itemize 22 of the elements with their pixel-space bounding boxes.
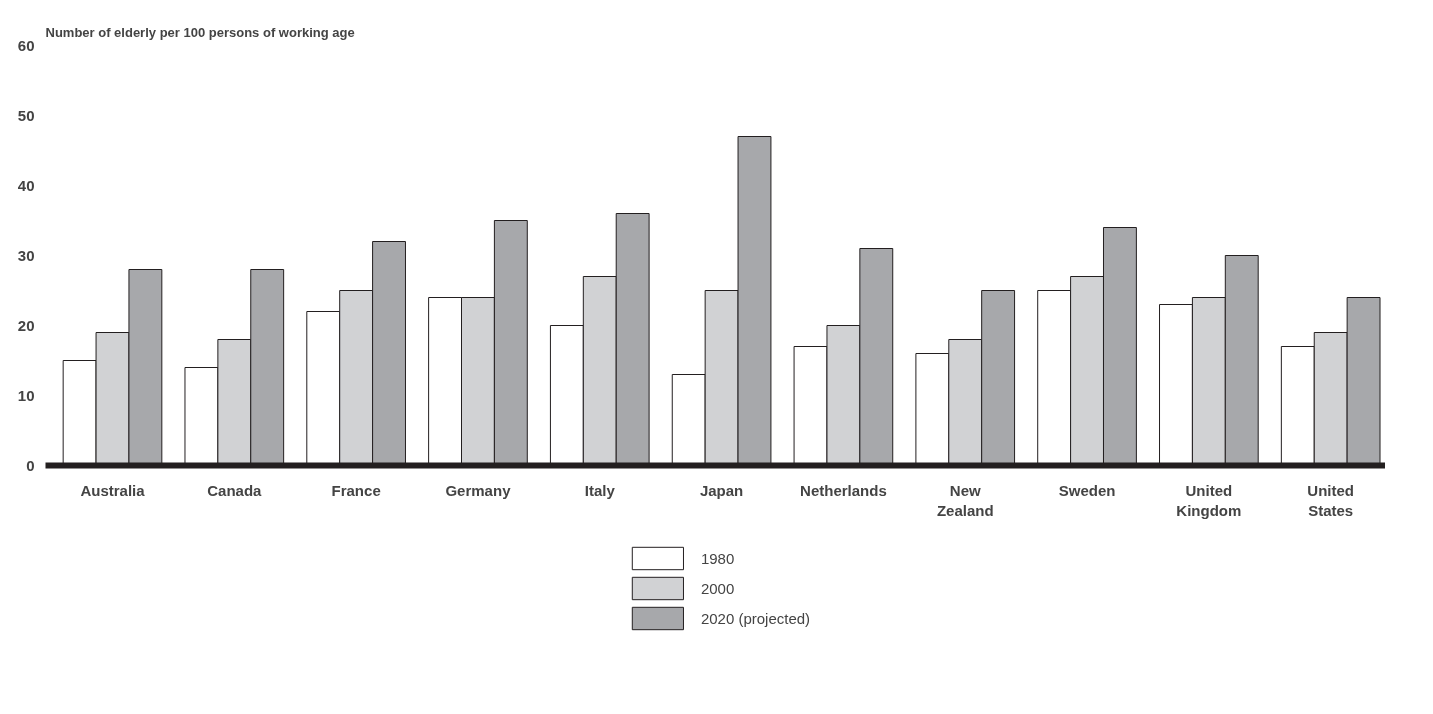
y-tick-label: 40 — [17, 176, 35, 194]
legend-label: 1980 — [700, 549, 735, 567]
y-tick-label: 50 — [17, 106, 35, 124]
y-axis-title: Number of elderly per 100 persons of working age — [45, 24, 355, 40]
y-tick-label: 20 — [17, 316, 35, 334]
x-tick-label: Australia — [80, 481, 146, 499]
x-tick-label: Sweden — [1058, 481, 1116, 499]
x-tick-label: Germany — [445, 481, 512, 499]
x-tick-label: Italy — [584, 481, 616, 499]
legend-label: 2020 (projected) — [700, 609, 811, 627]
y-tick-label: 60 — [17, 36, 35, 54]
x-tick-label: France — [331, 481, 381, 499]
legend-label: 2000 — [700, 579, 735, 597]
y-tick-label: 10 — [17, 386, 35, 404]
x-tick-label: United Kingdom — [1176, 481, 1242, 519]
x-tick-label: United States — [1307, 481, 1355, 519]
x-tick-label: Japan — [699, 481, 744, 499]
y-tick-label: 30 — [17, 246, 35, 264]
x-tick-label: New Zealand — [936, 481, 994, 519]
x-tick-label: Netherlands — [800, 481, 887, 499]
x-tick-label: Canada — [207, 481, 263, 499]
y-tick-label: 0 — [26, 456, 35, 474]
